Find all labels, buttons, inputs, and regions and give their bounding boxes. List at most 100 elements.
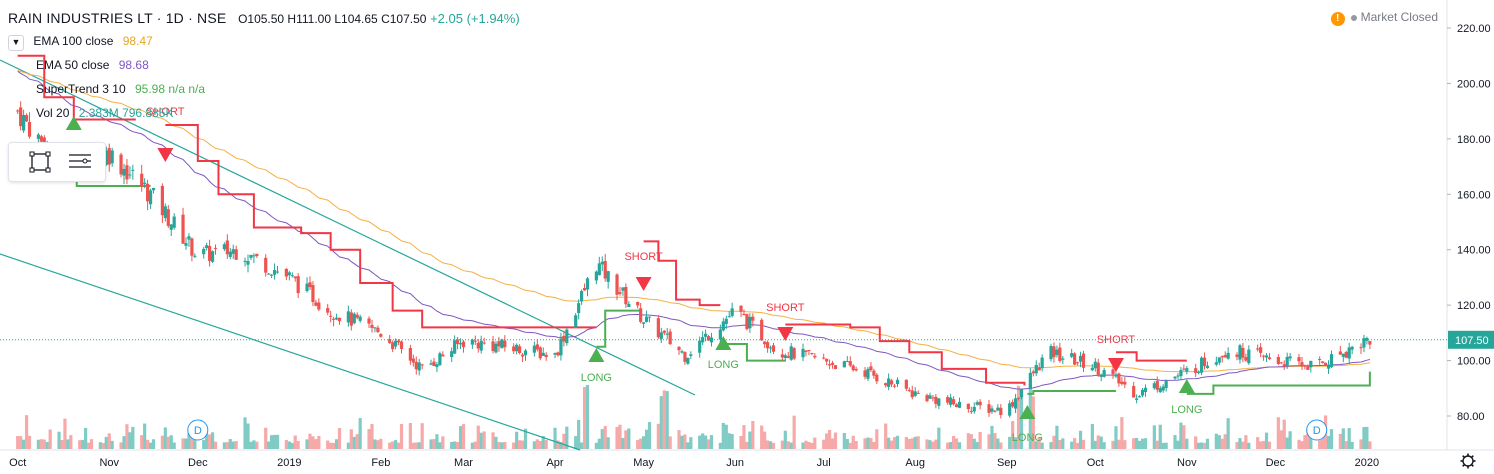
- volume-bar: [987, 434, 991, 449]
- warning-icon: !: [1330, 12, 1345, 26]
- candle-body: [822, 357, 826, 359]
- volume-bar: [518, 440, 522, 449]
- legend-ema50[interactable]: EMA 50 close 98.68: [36, 58, 149, 72]
- volume-bar: [1306, 430, 1310, 449]
- volume-bar: [559, 442, 563, 449]
- volume-bar: [42, 439, 46, 449]
- volume-bar: [780, 440, 784, 449]
- volume-bar: [272, 434, 277, 449]
- short-signal-label: SHORT: [624, 251, 663, 263]
- candle-body: [786, 356, 790, 358]
- candle-body: [24, 115, 29, 122]
- volume-bar: [1199, 442, 1204, 449]
- candle-body: [721, 321, 725, 331]
- candle-body: [222, 244, 226, 250]
- candle-body: [931, 397, 935, 399]
- candle-body: [739, 305, 743, 312]
- volume-bar: [1338, 433, 1342, 449]
- volume-bar: [910, 438, 914, 449]
- candle-body: [1179, 370, 1183, 377]
- market-status-label: Market Closed: [1360, 10, 1438, 24]
- symbol-title[interactable]: RAIN INDUSTRIES LT · 1D · NSE: [8, 10, 227, 26]
- volume-bar: [975, 442, 979, 449]
- volume-bar: [1185, 438, 1189, 449]
- volume-bar: [1034, 441, 1038, 449]
- legend-ema100[interactable]: ▼ EMA 100 close 98.47: [8, 34, 153, 51]
- candle-body: [535, 344, 539, 350]
- long-signal-marker: [715, 336, 732, 350]
- volume-bar: [875, 429, 879, 449]
- volume-bar: [456, 441, 460, 449]
- market-status[interactable]: ! Market Closed: [1330, 10, 1438, 26]
- legend-volume[interactable]: Vol 20 2.383M 796.885K: [36, 106, 173, 120]
- volume-bar: [101, 442, 105, 449]
- candle-body: [1019, 389, 1024, 398]
- volume-bar: [904, 437, 908, 449]
- volume-bar: [293, 435, 297, 449]
- volume-bar: [461, 424, 466, 449]
- candle-body: [978, 401, 982, 406]
- candle-body: [1347, 347, 1351, 359]
- volume-bar: [334, 439, 339, 449]
- candle-body: [1241, 347, 1245, 358]
- volume-bar: [538, 440, 542, 449]
- candle-body: [249, 254, 253, 258]
- volume-bar: [739, 436, 743, 449]
- volume-bar: [166, 436, 170, 449]
- candle-body: [394, 340, 398, 347]
- volume-bar: [1173, 435, 1177, 449]
- candle-body: [1058, 347, 1062, 362]
- candle-body: [1090, 367, 1094, 371]
- candle-body: [532, 345, 536, 353]
- volume-bar: [703, 435, 708, 449]
- rectangle-tool-icon[interactable]: [27, 149, 53, 175]
- volume-bar: [290, 442, 294, 449]
- volume-bar: [701, 433, 705, 449]
- candle-body: [453, 340, 457, 354]
- legend-supertrend[interactable]: SuperTrend 3 10 95.98 n/a n/a: [36, 82, 205, 96]
- settings-gear-icon[interactable]: [1460, 453, 1476, 469]
- candle-body: [210, 251, 215, 262]
- volume-bar: [1285, 437, 1289, 449]
- volume-bar: [473, 441, 477, 449]
- long-signal-marker: [65, 116, 82, 130]
- candle-body: [842, 361, 846, 368]
- candle-body: [349, 312, 353, 326]
- candle-body: [1329, 354, 1334, 368]
- candle-body: [125, 165, 129, 180]
- volume-bar: [208, 434, 212, 449]
- volume-bar: [1217, 435, 1221, 449]
- volume-bar: [1040, 442, 1044, 449]
- list-settings-icon[interactable]: [67, 149, 93, 175]
- volume-bar: [243, 417, 247, 449]
- time-tick-label: Sep: [997, 457, 1017, 469]
- volume-bar: [647, 422, 652, 449]
- volume-bar: [376, 440, 380, 449]
- candle-body: [151, 187, 156, 191]
- volume-bar: [718, 442, 722, 449]
- short-signal-label: SHORT: [146, 106, 185, 118]
- candle-body: [895, 379, 900, 385]
- volume-bar: [1362, 426, 1366, 449]
- volume-bar: [503, 441, 507, 449]
- volume-bar: [1132, 438, 1136, 449]
- candle-body: [1297, 357, 1301, 362]
- candle-body: [866, 368, 870, 379]
- candle-body: [1282, 364, 1286, 367]
- volume-bar: [1297, 439, 1301, 449]
- long-signal-label: LONG: [1012, 432, 1043, 444]
- candle-body: [680, 351, 684, 353]
- collapse-legend-icon[interactable]: ▼: [8, 35, 24, 51]
- candle-body: [160, 185, 164, 216]
- candle-body: [1264, 355, 1269, 358]
- candle-body: [582, 288, 587, 291]
- dividend-icon-label: D: [1313, 425, 1321, 437]
- volume-bar: [84, 427, 88, 449]
- time-tick-label: Oct: [9, 457, 26, 469]
- candle-body: [19, 107, 23, 127]
- candle-body: [166, 209, 170, 226]
- candle-body: [889, 380, 894, 385]
- time-tick-label: Dec: [188, 457, 208, 469]
- candle-body: [270, 274, 274, 276]
